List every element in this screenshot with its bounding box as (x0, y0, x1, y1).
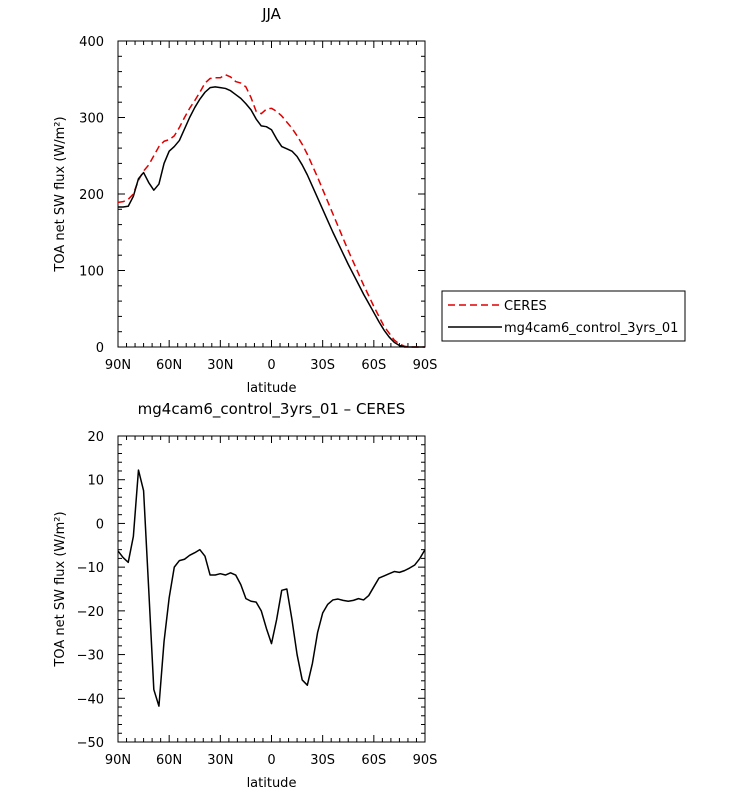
x-axis-label: latitude (247, 776, 297, 791)
y-tick-label: 400 (79, 35, 104, 50)
y-tick-label: 300 (79, 112, 104, 127)
x-tick-label: 60N (156, 358, 182, 373)
y-axis-label: TOA net SW flux (W/m²) (53, 511, 68, 667)
plot-area: 90N 60N 30N 0 30S 60S 90S 0 100 200 300 400 (79, 35, 437, 373)
y-axis-label: TOA net SW flux (W/m²) (53, 116, 68, 272)
x-tick-label: 0 (267, 753, 275, 768)
x-tick-label: 60S (361, 358, 386, 373)
y-tick-label: 20 (87, 430, 104, 445)
flux-panel: JJA 90N 60N 30N 0 30S 60S 90S 0 100 200 300 400 lat… (53, 5, 437, 396)
y-tick-label: −20 (77, 605, 104, 620)
legend-label-ceres: CERES (504, 299, 547, 314)
x-tick-label: 90N (105, 358, 131, 373)
legend-label-model: mg4cam6_control_3yrs_01 (504, 321, 678, 336)
y-tick-label: 0 (96, 517, 104, 532)
x-tick-label: 90N (105, 753, 131, 768)
x-axis-label: latitude (247, 381, 297, 396)
series-line-0 (117, 469, 426, 707)
y-tick-label: −40 (77, 692, 104, 707)
plot-frame (117, 435, 426, 743)
difference-panel: mg4cam6_control_3yrs_01 – CERES 90N 60N 30… (53, 400, 437, 791)
plot-area: 90N 60N 30N 0 30S 60S 90S −50 −40 −30 −20 −10 0 10 20 (77, 430, 438, 768)
y-tick-label: −50 (77, 736, 104, 751)
y-tick-label: −10 (77, 561, 104, 576)
x-tick-label: 30N (207, 753, 233, 768)
x-tick-label: 30N (207, 358, 233, 373)
x-tick-label: 60N (156, 753, 182, 768)
x-tick-label: 90S (413, 358, 438, 373)
y-tick-label: −30 (77, 649, 104, 664)
legend: CERES mg4cam6_control_3yrs_01 (441, 290, 686, 342)
chart-title: JJA (261, 5, 282, 23)
series-line-0 (117, 73, 425, 348)
chart-title: mg4cam6_control_3yrs_01 – CERES (138, 400, 406, 419)
y-tick-label: 100 (79, 265, 104, 280)
y-tick-label: 10 (87, 474, 104, 489)
y-tick-label: 200 (79, 188, 104, 203)
x-tick-label: 30S (310, 358, 335, 373)
legend-box (441, 290, 686, 342)
x-tick-label: 90S (413, 753, 438, 768)
plot-frame (117, 40, 426, 348)
x-tick-label: 30S (310, 753, 335, 768)
y-tick-label: 0 (96, 341, 104, 356)
x-tick-label: 60S (361, 753, 386, 768)
x-tick-label: 0 (267, 358, 275, 373)
series-line-1 (118, 86, 425, 348)
